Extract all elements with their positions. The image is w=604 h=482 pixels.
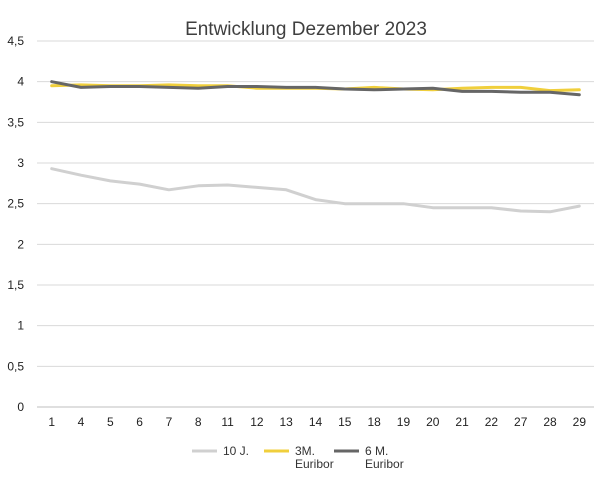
legend-label: 10 J. bbox=[223, 444, 249, 458]
x-tick-label: 1 bbox=[48, 415, 55, 429]
chart-title: Entwicklung Dezember 2023 bbox=[185, 19, 427, 40]
x-tick-label: 20 bbox=[426, 415, 440, 429]
y-tick-label: 4,5 bbox=[7, 34, 24, 48]
x-tick-label: 13 bbox=[280, 415, 294, 429]
x-tick-label: 5 bbox=[107, 415, 114, 429]
y-tick-label: 4 bbox=[17, 75, 24, 89]
x-tick-label: 15 bbox=[338, 415, 352, 429]
y-axis-ticks: 0 0,5 1 1,5 2 2,5 3 3,5 4 4,5 bbox=[7, 34, 24, 414]
y-tick-label: 0,5 bbox=[7, 359, 24, 373]
y-tick-label: 0 bbox=[17, 400, 24, 414]
x-tick-label: 7 bbox=[166, 415, 173, 429]
y-tick-label: 2,5 bbox=[7, 197, 24, 211]
x-tick-label: 28 bbox=[543, 415, 557, 429]
y-tick-label: 2 bbox=[17, 237, 24, 251]
x-tick-label: 19 bbox=[397, 415, 411, 429]
x-tick-label: 4 bbox=[78, 415, 85, 429]
gridlines bbox=[37, 40, 594, 408]
x-tick-label: 14 bbox=[309, 415, 323, 429]
series-line bbox=[50, 167, 581, 214]
x-tick-label: 6 bbox=[136, 415, 143, 429]
x-tick-label: 11 bbox=[221, 415, 234, 429]
x-tick-label: 8 bbox=[195, 415, 202, 429]
x-tick-label: 12 bbox=[250, 415, 264, 429]
y-tick-label: 3,5 bbox=[7, 115, 24, 129]
legend-label: 6 M. bbox=[365, 444, 388, 458]
x-tick-label: 27 bbox=[514, 415, 528, 429]
series-line bbox=[50, 80, 581, 97]
x-tick-label: 29 bbox=[573, 415, 587, 429]
y-tick-label: 1 bbox=[17, 319, 24, 333]
y-tick-label: 1,5 bbox=[7, 278, 24, 292]
legend-label: Euribor bbox=[365, 457, 404, 471]
x-tick-label: 21 bbox=[455, 415, 469, 429]
legend-label: 3M. bbox=[295, 444, 315, 458]
y-tick-label: 3 bbox=[17, 156, 24, 170]
legend-label: Euribor bbox=[295, 457, 334, 471]
series-lines bbox=[50, 80, 581, 214]
x-axis-ticks: 1 4 5 6 7 8 11 12 13 14 15 18 19 20 21 22 27 28 29 bbox=[48, 415, 586, 429]
x-tick-label: 22 bbox=[485, 415, 499, 429]
x-tick-label: 18 bbox=[367, 415, 381, 429]
